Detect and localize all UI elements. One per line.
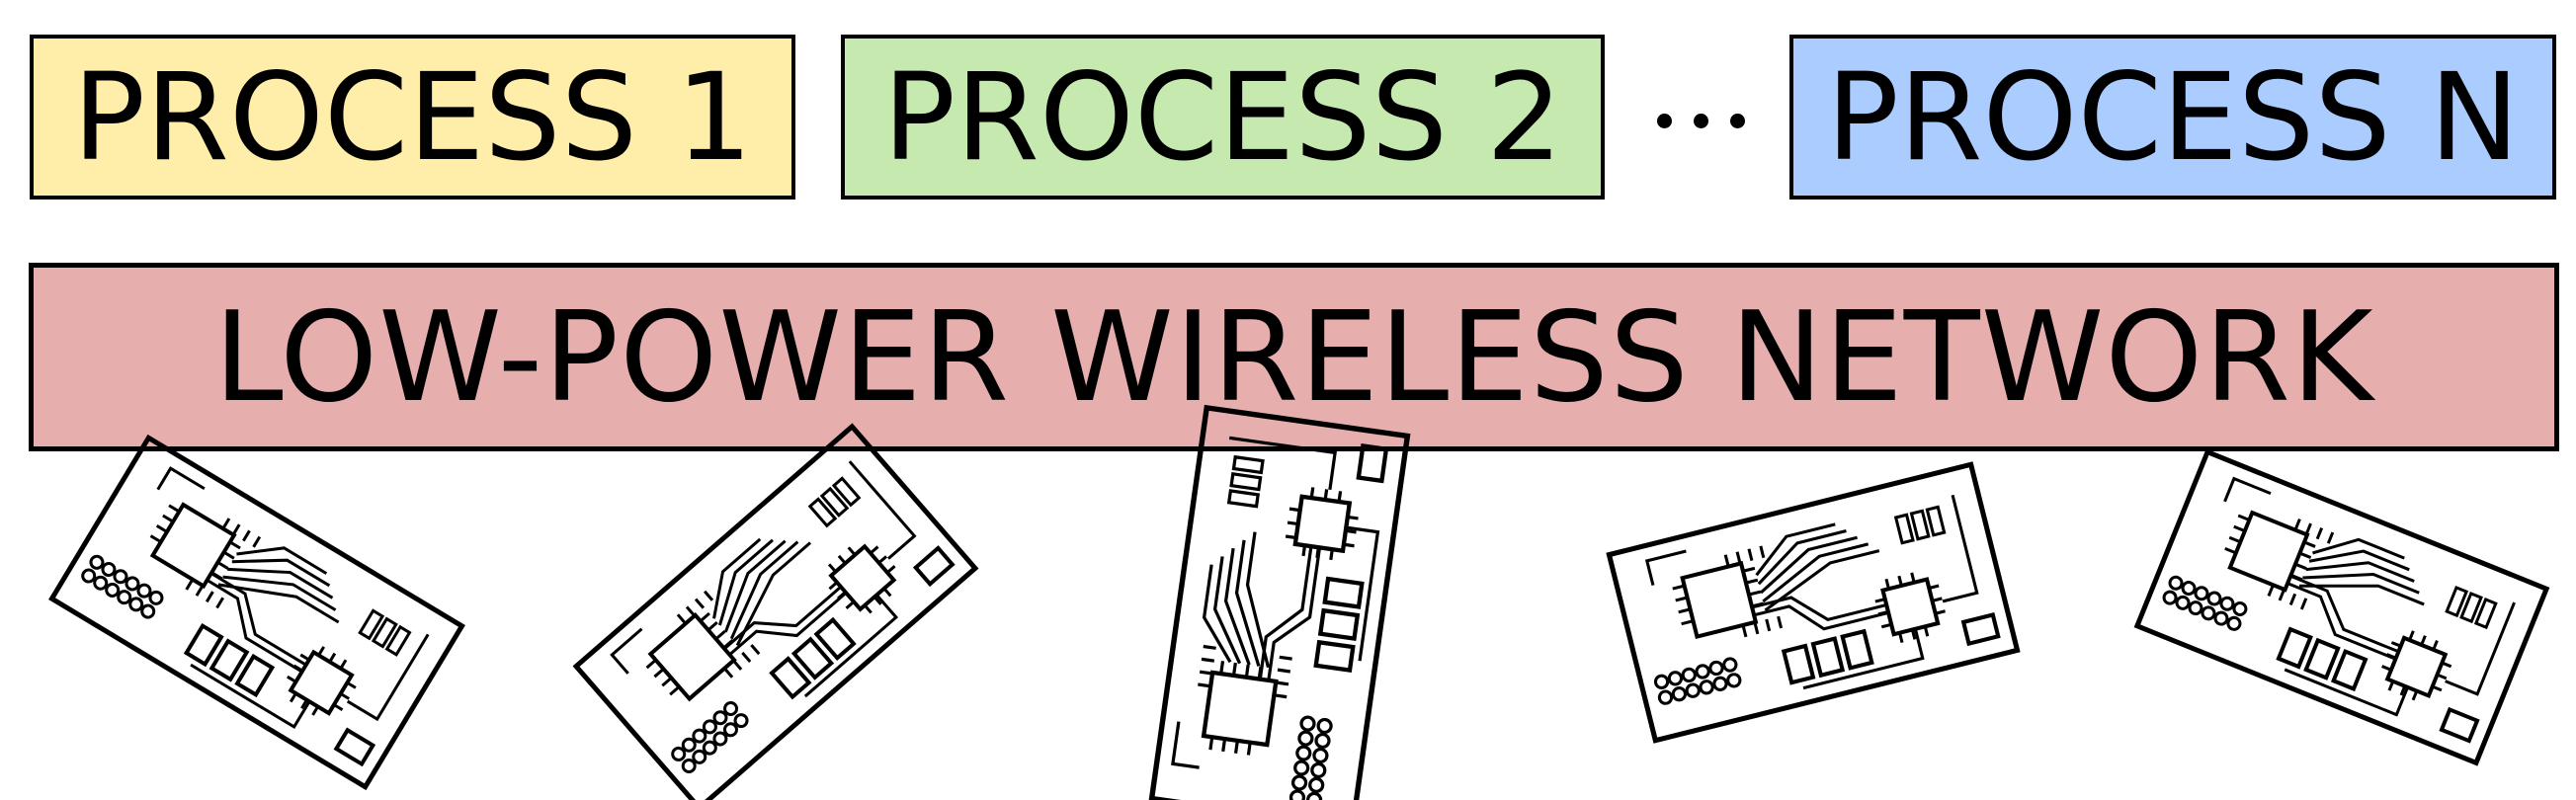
process-2-box: PROCESS 2 bbox=[841, 35, 1605, 200]
ellipsis-dot bbox=[1729, 113, 1745, 128]
process-n-label: PROCESS N bbox=[1826, 46, 2520, 188]
process-n-box: PROCESS N bbox=[1789, 35, 2556, 200]
process-1-label: PROCESS 1 bbox=[72, 46, 753, 188]
circuit-board-icon bbox=[1148, 404, 1411, 800]
wireless-network-bar: LOW-POWER WIRELESS NETWORK bbox=[29, 263, 2559, 451]
circuit-board-icon bbox=[572, 423, 979, 800]
circuit-board-icon bbox=[48, 434, 465, 791]
network-label: LOW-POWER WIRELESS NETWORK bbox=[213, 283, 2374, 430]
ellipsis-dot bbox=[1656, 113, 1672, 128]
circuit-board-icon bbox=[2133, 448, 2550, 766]
ellipsis-icon bbox=[1626, 81, 1775, 160]
process-2-label: PROCESS 2 bbox=[882, 46, 1563, 188]
process-1-box: PROCESS 1 bbox=[30, 35, 795, 200]
circuit-board-icon bbox=[1606, 461, 2021, 744]
ellipsis-dot bbox=[1693, 113, 1708, 128]
